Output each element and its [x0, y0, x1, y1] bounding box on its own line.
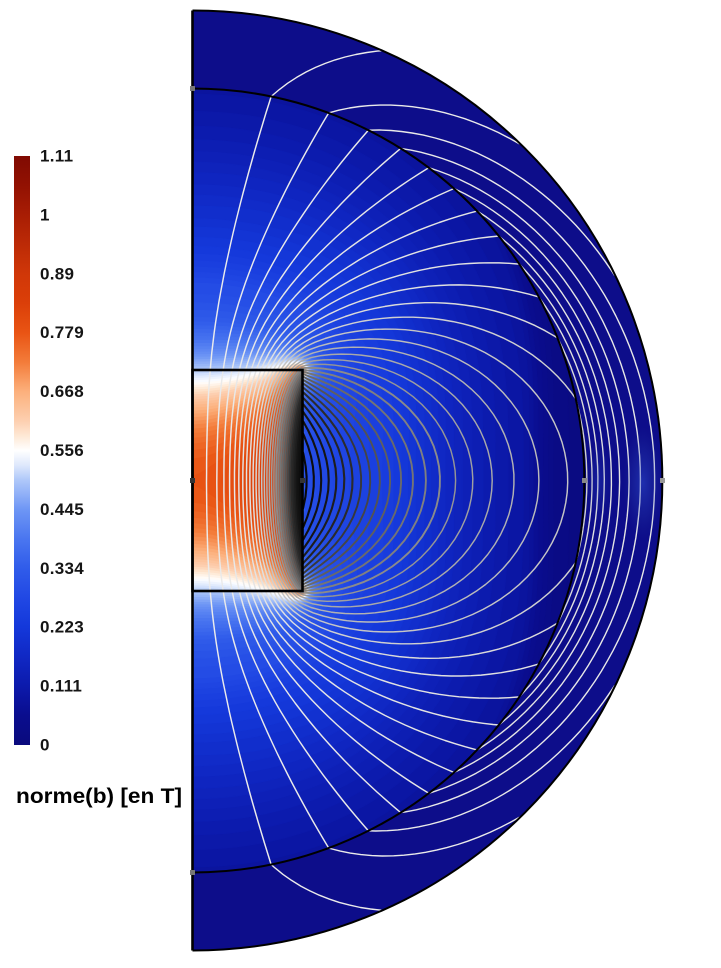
svg-text:0.223: 0.223 — [40, 618, 84, 637]
svg-text:0: 0 — [40, 736, 50, 755]
svg-text:0.668: 0.668 — [40, 382, 84, 401]
svg-text:0.111: 0.111 — [40, 677, 82, 696]
svg-text:norme(b) [en T]: norme(b) [en T] — [16, 785, 182, 808]
svg-text:0.89: 0.89 — [40, 264, 74, 283]
svg-text:0.779: 0.779 — [40, 323, 84, 342]
svg-text:1: 1 — [40, 205, 50, 224]
svg-text:0.334: 0.334 — [40, 559, 84, 578]
svg-text:1.11: 1.11 — [40, 147, 73, 166]
svg-text:0.556: 0.556 — [40, 441, 84, 460]
svg-text:0.445: 0.445 — [40, 500, 84, 519]
